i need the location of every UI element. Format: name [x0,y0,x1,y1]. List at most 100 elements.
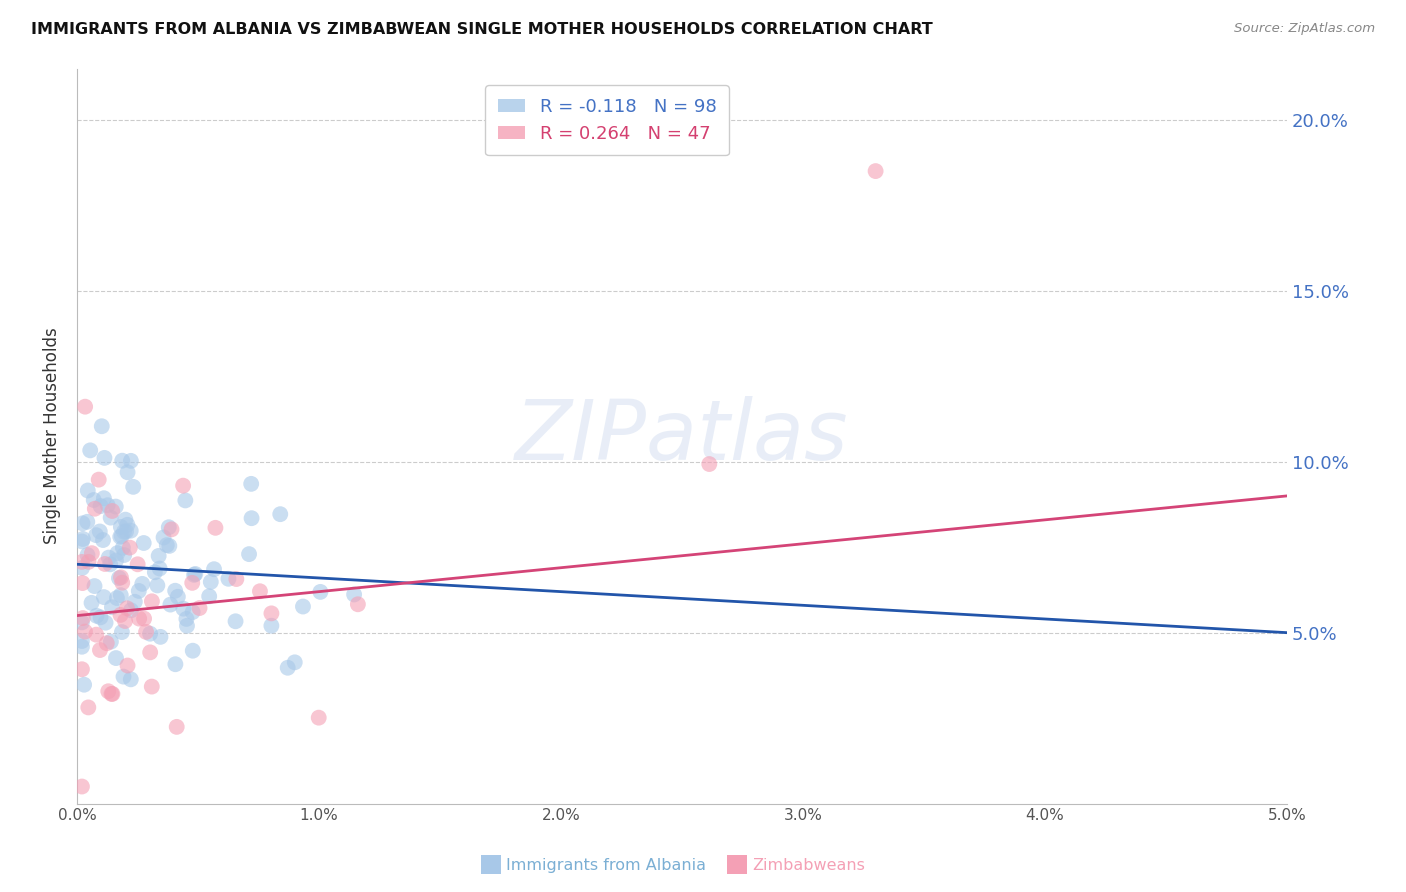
Point [76,515,98,529]
Point [156,538,179,552]
Point [184,566,207,581]
Point [84,627,107,641]
Point [160,522,183,536]
Point [72,516,94,531]
Point [181,605,204,619]
Point [149,630,172,644]
Point [111,541,134,555]
Text: Zimbabweans: Zimbabweans [752,858,865,872]
Point [176,612,198,626]
Point [120,524,142,538]
Point [90,610,112,624]
Point [110,570,132,584]
Point [260,618,283,632]
Point [105,651,128,665]
Point [94,557,117,571]
Point [225,615,247,629]
Point [308,711,330,725]
Point [240,511,263,525]
Point [70,534,93,549]
Point [79,443,101,458]
Point [72,576,94,591]
Point [101,504,124,518]
Point [73,624,96,639]
Point [105,553,128,567]
Point [77,700,100,714]
Point [70,615,93,630]
Point [166,590,188,604]
Point [90,499,112,513]
Point [347,597,370,611]
Point [115,601,138,615]
Point [284,656,307,670]
Point [101,687,124,701]
Point [83,501,105,516]
Point [105,591,128,605]
Point [277,661,299,675]
Point [131,577,153,591]
Text: ZIPatlas: ZIPatlas [515,395,849,476]
Point [112,670,135,684]
Point [93,491,115,506]
Point [70,780,93,794]
Point [80,546,103,560]
Point [112,524,135,539]
Point [217,572,239,586]
Point [97,498,120,512]
Point [83,493,105,508]
Point [110,520,132,534]
Point [118,541,141,555]
Point [70,640,93,654]
Point [114,614,136,628]
Point [76,483,98,498]
Point [76,548,98,562]
Point [127,558,149,572]
Point [343,587,366,601]
Point [110,530,132,544]
Point [100,510,122,524]
Point [124,595,146,609]
Point [101,600,124,615]
Point [202,562,225,576]
Point [225,572,247,586]
Legend: R = -0.118   N = 98, R = 0.264   N = 47: R = -0.118 N = 98, R = 0.264 N = 47 [485,85,728,155]
Point [188,601,211,615]
Point [94,615,117,630]
Point [172,478,194,492]
Point [70,662,93,676]
Point [165,657,187,672]
Point [89,524,111,539]
Point [181,575,204,590]
Point [70,561,93,575]
Point [143,566,166,580]
Point [83,579,105,593]
Point [97,550,120,565]
Point [122,480,145,494]
Point [135,624,157,639]
Point [84,528,107,542]
Point [172,601,194,615]
Point [238,547,260,561]
Point [111,529,134,543]
Point [865,164,887,178]
Point [115,524,138,539]
Point [146,578,169,592]
Point [110,588,132,602]
Text: Immigrants from Albania: Immigrants from Albania [506,858,706,872]
Point [183,567,205,582]
Point [148,549,170,563]
Point [249,584,271,599]
Point [80,596,103,610]
Point [87,473,110,487]
Point [112,548,135,562]
Point [120,603,142,617]
Point [89,643,111,657]
Point [176,619,198,633]
Point [72,611,94,625]
Point [159,598,181,612]
Point [291,599,314,614]
Point [697,457,720,471]
Text: IMMIGRANTS FROM ALBANIA VS ZIMBABWEAN SINGLE MOTHER HOUSEHOLDS CORRELATION CHART: IMMIGRANTS FROM ALBANIA VS ZIMBABWEAN SI… [31,22,932,37]
Point [166,720,188,734]
Point [204,521,226,535]
